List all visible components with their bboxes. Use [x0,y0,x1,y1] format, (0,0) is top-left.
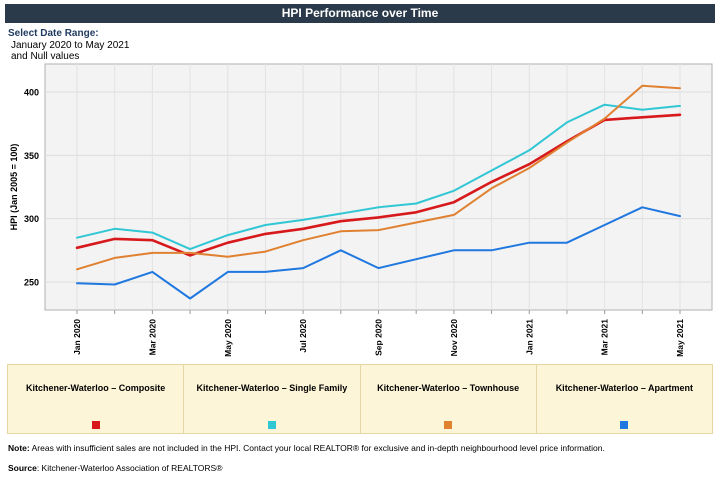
legend-swatch [267,421,276,429]
y-tick-label: 350 [24,151,39,161]
chart-title-bar: HPI Performance over Time [5,4,715,23]
x-tick-label: Jan 2020 [72,319,82,355]
source-text: : Kitchener-Waterloo Association of REAL… [36,463,223,473]
legend-label: Kitchener-Waterloo – Apartment [555,383,694,393]
source-label: Source [8,463,37,473]
y-tick-label: 250 [24,278,39,288]
x-tick-label: Jul 2020 [298,319,308,353]
x-tick-label: May 2020 [223,319,233,357]
x-tick-label: Nov 2020 [449,319,459,357]
legend-label: Kitchener-Waterloo – Townhouse [377,383,520,393]
x-tick-label: Mar 2020 [147,319,157,356]
legend-item-4[interactable]: Kitchener-Waterloo – Apartment [537,365,712,433]
legend-item-3[interactable]: Kitchener-Waterloo – Townhouse [361,365,537,433]
footnote: Note: Areas with insufficient sales are … [8,443,605,453]
note-text: Areas with insufficient sales are not in… [29,443,605,453]
legend-item-2[interactable]: Kitchener-Waterloo – Single Family [184,365,361,433]
date-range-value[interactable]: January 2020 to May 2021 [11,40,130,51]
series-line-4 [76,206,681,300]
legend-label: Kitchener-Waterloo – Single Family [196,383,348,393]
null-values-text: and Null values [11,51,80,62]
x-tick-label: May 2021 [675,319,685,357]
x-tick-label: Mar 2021 [600,319,610,356]
y-tick-label: 400 [24,88,39,98]
x-tick-label: Sep 2020 [374,319,384,356]
legend-label: Kitchener-Waterloo – Composite [26,383,166,393]
legend-swatch [444,421,453,429]
series-line-3 [76,84,681,271]
series-line-2 [76,103,681,251]
chart-legend: Kitchener-Waterloo – Composite Kitchener-… [7,364,713,434]
hpi-line-chart: 250 300 350 400 Jan 2020 Mar 2020 May 2020 Jul … [9,63,713,357]
date-range-label: Select Date Range: [8,28,99,39]
source-line: Source: Kitchener-Waterloo Association o… [8,463,222,473]
y-axis-label: HPI (Jan 2005 = 100) [9,144,19,231]
note-label: Note: [8,443,30,453]
legend-swatch [620,421,629,429]
x-tick-label: Jan 2021 [524,319,534,355]
legend-swatch [91,421,100,429]
legend-item-1[interactable]: Kitchener-Waterloo – Composite [8,365,185,433]
y-tick-label: 300 [24,214,39,224]
